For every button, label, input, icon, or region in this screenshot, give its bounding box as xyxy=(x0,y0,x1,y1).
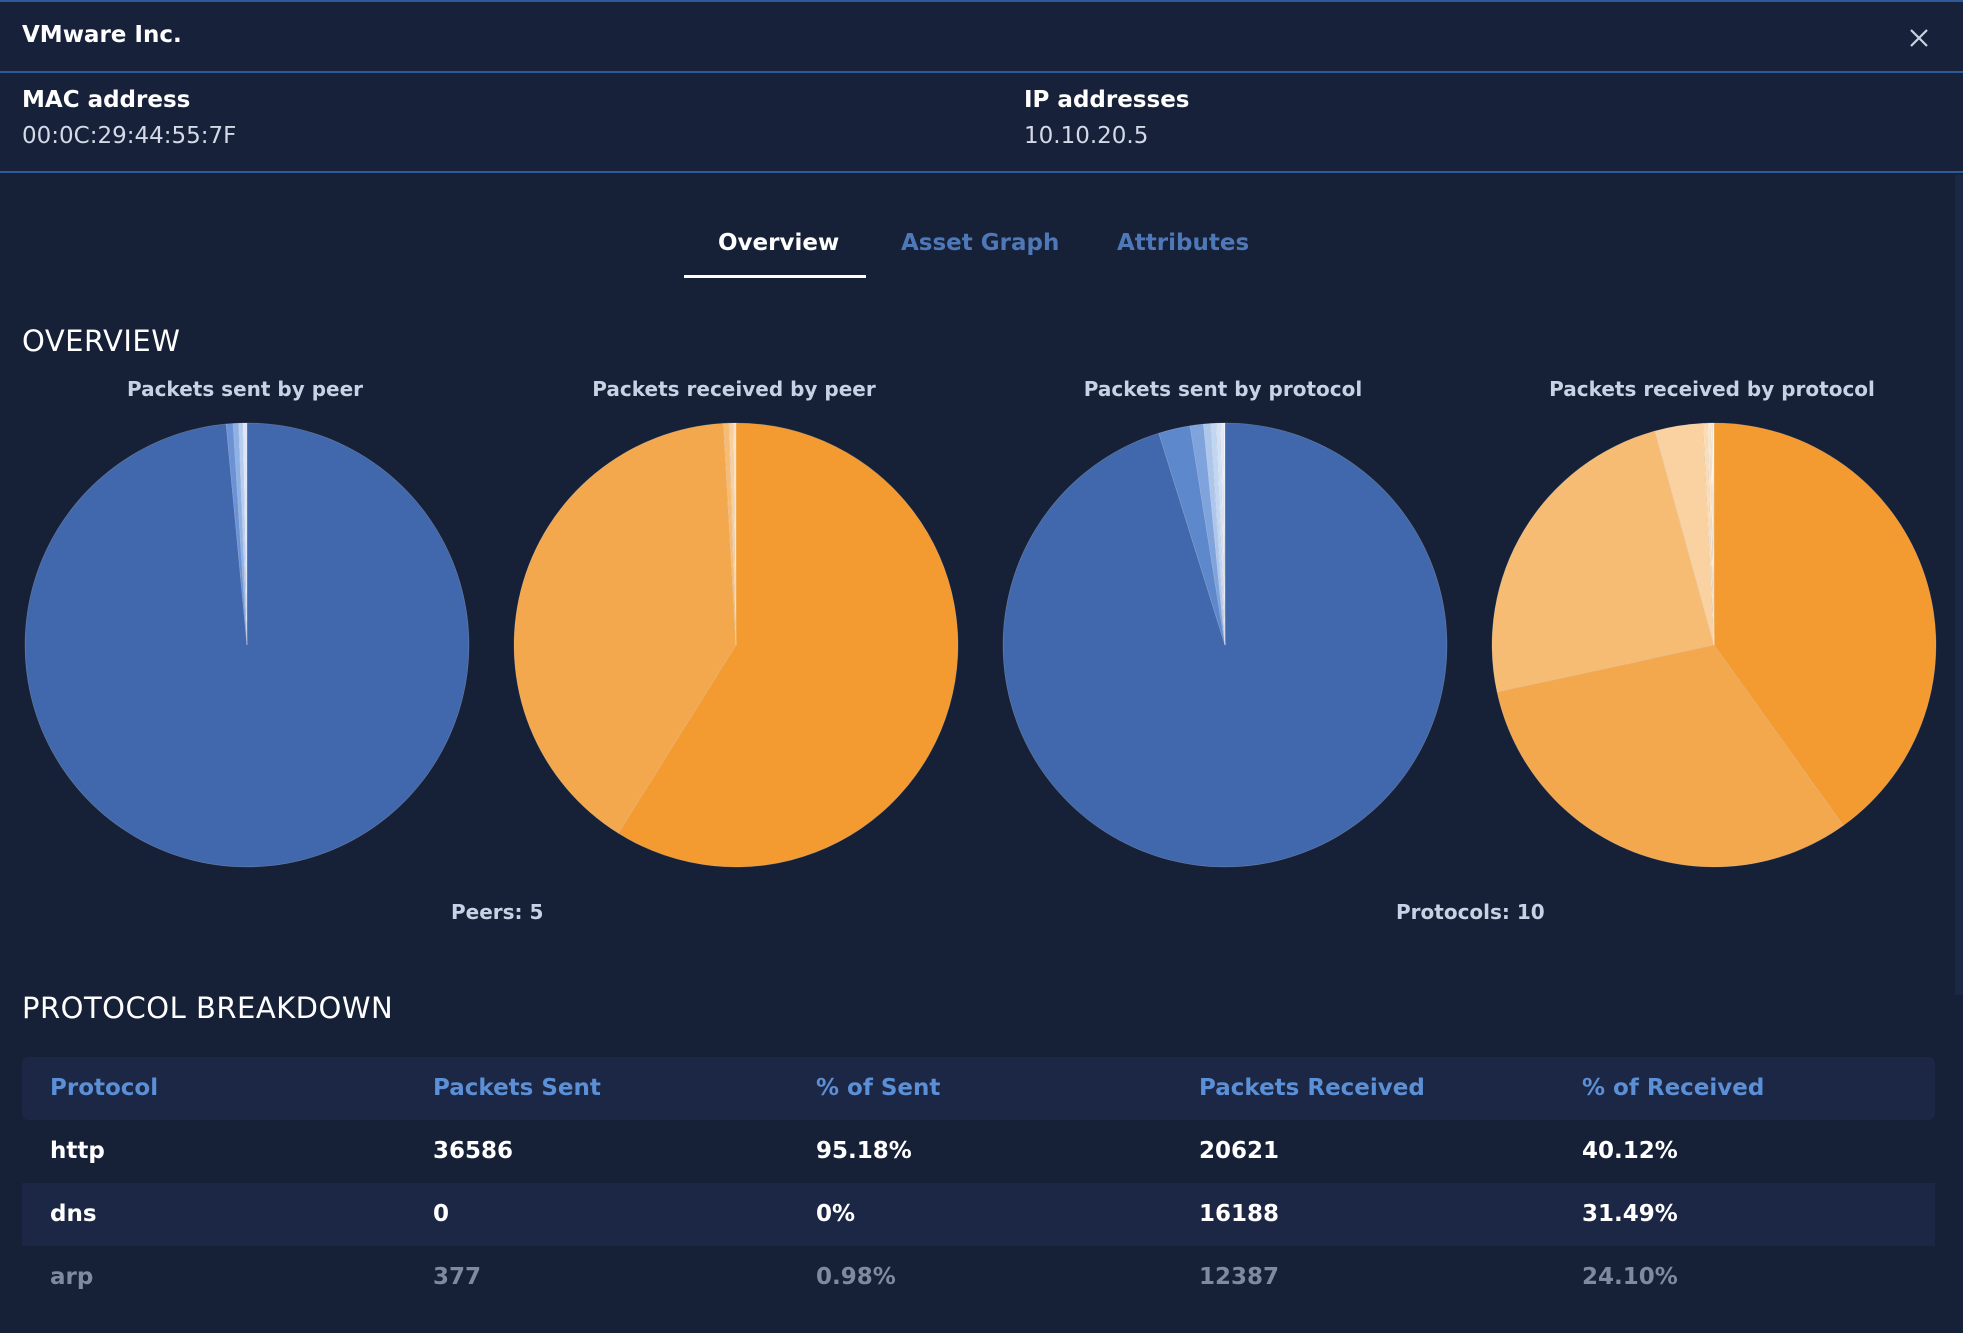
pie-title-received-by-protocol: Packets received by protocol xyxy=(1549,377,1875,401)
pie-slice[interactable] xyxy=(1189,423,1226,646)
column-header-protocol[interactable]: Protocol xyxy=(50,1075,159,1101)
pie-slice[interactable] xyxy=(1711,422,1715,646)
cell-packets-received: 12387 xyxy=(1199,1264,1280,1290)
tab-overview[interactable]: Overview xyxy=(718,230,840,256)
pie-slice[interactable] xyxy=(617,422,959,868)
cell-packets-sent: 0 xyxy=(433,1201,450,1227)
column-header-percent-sent[interactable]: % of Sent xyxy=(816,1075,941,1101)
cell-packets-sent: 36586 xyxy=(433,1138,514,1164)
mac-address-value: 00:0C:29:44:55:7F xyxy=(22,123,237,149)
cell-percent-sent: 0.98% xyxy=(816,1264,896,1290)
pie-slice[interactable] xyxy=(1496,644,1844,868)
pie-slice[interactable] xyxy=(1203,423,1226,646)
pie-chart-sent-by-peer[interactable] xyxy=(22,420,472,870)
pie-title-sent-by-protocol: Packets sent by protocol xyxy=(1083,377,1363,401)
column-header-packets-sent[interactable]: Packets Sent xyxy=(433,1075,601,1101)
pie-slice[interactable] xyxy=(1654,422,1715,646)
pie-slice[interactable] xyxy=(1706,422,1715,646)
ip-address-label: IP addresses xyxy=(1024,87,1190,113)
cell-percent-received: 24.10% xyxy=(1582,1264,1678,1290)
table-row: dns 0 0% 16188 31.49% xyxy=(22,1183,1935,1246)
tab-attributes[interactable]: Attributes xyxy=(1117,230,1250,256)
cell-percent-sent: 95.18% xyxy=(816,1138,912,1164)
cell-protocol: http xyxy=(50,1138,105,1164)
pie-slice[interactable] xyxy=(1702,422,1715,646)
active-tab-indicator xyxy=(684,275,866,278)
tab-bar: Overview Asset Graph Attributes xyxy=(0,222,1963,282)
table-row: http 36586 95.18% 20621 40.12% xyxy=(22,1120,1935,1183)
pie-slice[interactable] xyxy=(225,423,248,646)
pie-slice[interactable] xyxy=(232,422,248,646)
pie-title-received-by-peer: Packets received by peer xyxy=(592,377,876,401)
mac-address-block: MAC address 00:0C:29:44:55:7F xyxy=(22,87,236,149)
pie-slice[interactable] xyxy=(513,423,737,834)
table-body: http 36586 95.18% 20621 40.12% dns 0 0% … xyxy=(22,1120,1935,1309)
pie-slice[interactable] xyxy=(24,422,470,868)
cell-protocol: dns xyxy=(50,1201,97,1227)
pie-slice[interactable] xyxy=(1709,422,1715,646)
cell-packets-sent: 377 xyxy=(433,1264,482,1290)
overview-heading: OVERVIEW xyxy=(22,324,181,358)
pie-slice[interactable] xyxy=(1002,422,1448,868)
pie-chart-sent-by-protocol[interactable] xyxy=(1000,420,1450,870)
pie-slice[interactable] xyxy=(242,422,248,646)
protocol-breakdown-table: Protocol Packets Sent % of Sent Packets … xyxy=(22,1057,1935,1309)
pie-slice[interactable] xyxy=(723,422,737,646)
pie-slice[interactable] xyxy=(1210,422,1226,646)
close-button[interactable] xyxy=(1897,16,1941,60)
asset-info-row: MAC address 00:0C:29:44:55:7F IP address… xyxy=(0,73,1963,173)
scrollbar[interactable] xyxy=(1955,175,1963,995)
pie-slice[interactable] xyxy=(238,422,248,646)
pie-slice[interactable] xyxy=(728,422,737,646)
cell-protocol: arp xyxy=(50,1264,94,1290)
ip-address-block: IP addresses 10.10.20.5 xyxy=(1024,87,1189,149)
pie-slice[interactable] xyxy=(1219,422,1226,646)
pie-chart-received-by-protocol[interactable] xyxy=(1489,420,1939,870)
protocol-breakdown-heading: PROTOCOL BREAKDOWN xyxy=(22,991,394,1025)
pie-title-sent-by-peer: Packets sent by peer xyxy=(126,377,364,401)
peers-count: Peers: 5 xyxy=(451,900,544,924)
pie-slice[interactable] xyxy=(1713,422,1715,646)
pie-slice[interactable] xyxy=(1215,422,1226,646)
pie-slice[interactable] xyxy=(1713,422,1937,826)
column-header-percent-received[interactable]: % of Received xyxy=(1582,1075,1765,1101)
modal-title: VMware Inc. xyxy=(22,22,182,48)
pie-slice[interactable] xyxy=(1491,430,1715,693)
cell-percent-received: 40.12% xyxy=(1582,1138,1678,1164)
pie-slice[interactable] xyxy=(732,422,737,646)
cell-percent-sent: 0% xyxy=(816,1201,856,1227)
pie-slice[interactable] xyxy=(1222,422,1226,646)
tab-asset-graph[interactable]: Asset Graph xyxy=(901,230,1060,256)
pie-slice[interactable] xyxy=(1158,425,1226,646)
pie-slice[interactable] xyxy=(1712,422,1715,646)
modal-header: VMware Inc. xyxy=(0,0,1963,73)
protocols-count: Protocols: 10 xyxy=(1396,900,1545,924)
ip-address-value: 10.10.20.5 xyxy=(1024,123,1149,149)
table-row: arp 377 0.98% 12387 24.10% xyxy=(22,1246,1935,1309)
mac-address-label: MAC address xyxy=(22,87,191,113)
close-icon xyxy=(1910,29,1928,47)
column-header-packets-received[interactable]: Packets Received xyxy=(1199,1075,1425,1101)
pie-chart-received-by-peer[interactable] xyxy=(511,420,961,870)
cell-percent-received: 31.49% xyxy=(1582,1201,1678,1227)
pie-slice[interactable] xyxy=(1224,422,1226,646)
table-header-row: Protocol Packets Sent % of Sent Packets … xyxy=(22,1057,1935,1120)
cell-packets-received: 20621 xyxy=(1199,1138,1280,1164)
cell-packets-received: 16188 xyxy=(1199,1201,1280,1227)
